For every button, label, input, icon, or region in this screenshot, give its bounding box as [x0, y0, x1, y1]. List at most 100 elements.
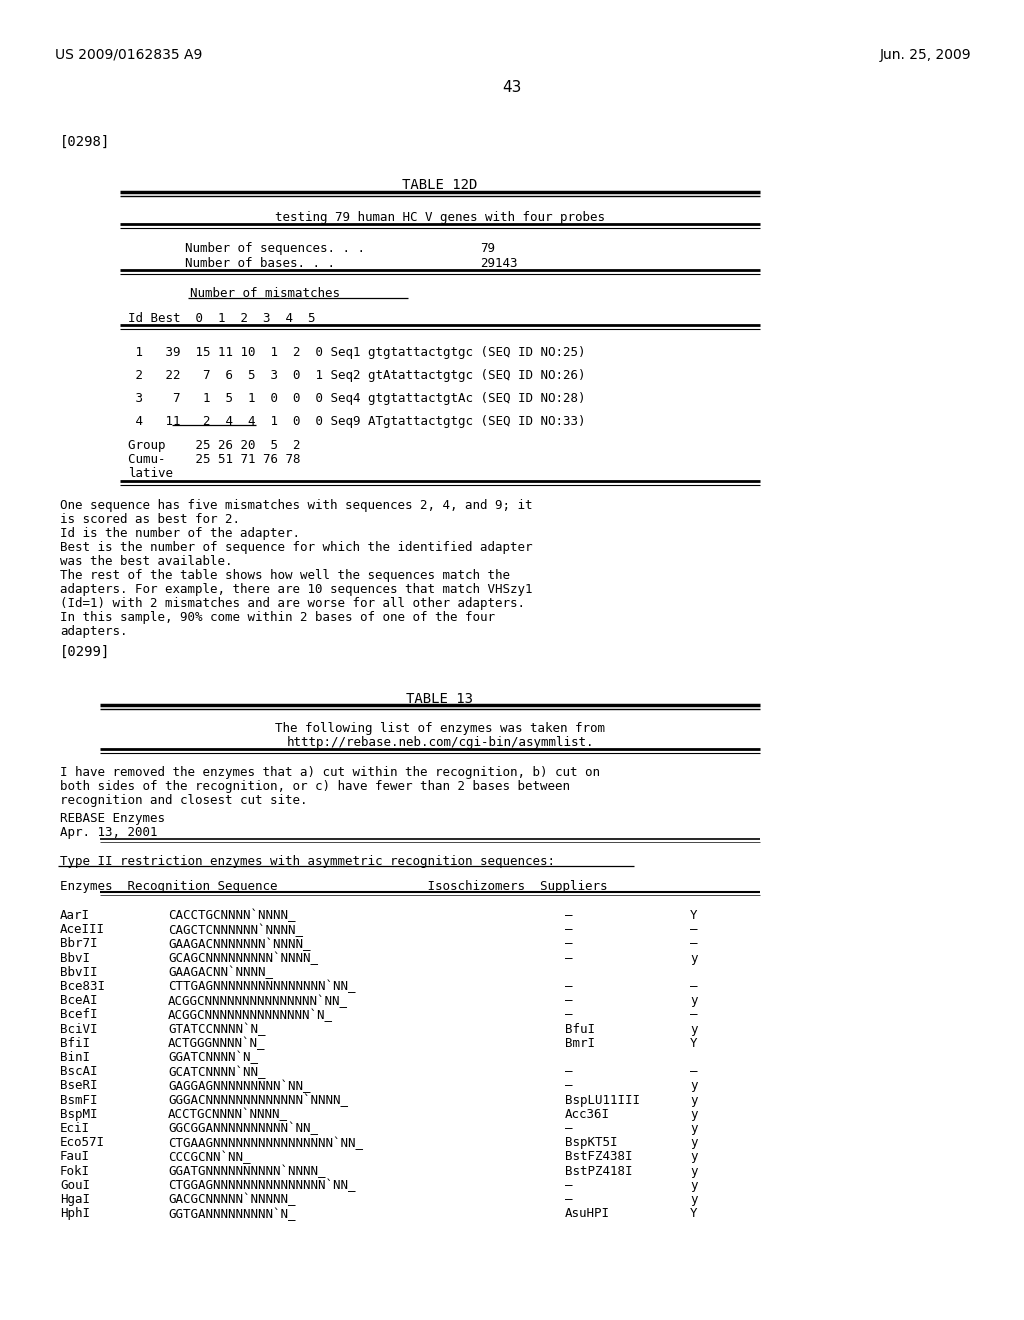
Text: –: – — [565, 1122, 572, 1135]
Text: y: y — [690, 994, 697, 1007]
Text: BspMI: BspMI — [60, 1107, 97, 1121]
Text: CTTGAGNNNNNNNNNNNNNNN`NN_: CTTGAGNNNNNNNNNNNNNNN`NN_ — [168, 979, 355, 994]
Text: Number of bases. . .: Number of bases. . . — [185, 257, 335, 271]
Text: 79: 79 — [480, 242, 495, 255]
Text: GACGCNNNNN`NNNNN_: GACGCNNNNN`NNNNN_ — [168, 1193, 296, 1206]
Text: CAGCTCNNNNNN`NNNN_: CAGCTCNNNNNN`NNNN_ — [168, 923, 303, 937]
Text: TABLE 13: TABLE 13 — [407, 692, 473, 706]
Text: Id is the number of the adapter.: Id is the number of the adapter. — [60, 527, 300, 540]
Text: CACCTGCNNNN`NNNN_: CACCTGCNNNN`NNNN_ — [168, 909, 296, 923]
Text: GAAGACNN`NNNN_: GAAGACNN`NNNN_ — [168, 966, 273, 979]
Text: –: – — [565, 923, 572, 936]
Text: BstFZ438I: BstFZ438I — [565, 1151, 633, 1163]
Text: Y: Y — [690, 909, 697, 921]
Text: One sequence has five mismatches with sequences 2, 4, and 9; it: One sequence has five mismatches with se… — [60, 499, 532, 512]
Text: The rest of the table shows how well the sequences match the: The rest of the table shows how well the… — [60, 569, 510, 582]
Text: y: y — [690, 1193, 697, 1206]
Text: y: y — [690, 1151, 697, 1163]
Text: Y: Y — [690, 1208, 697, 1220]
Text: Jun. 25, 2009: Jun. 25, 2009 — [880, 48, 972, 62]
Text: BcefI: BcefI — [60, 1008, 97, 1022]
Text: y: y — [690, 1023, 697, 1036]
Text: The following list of enzymes was taken from: The following list of enzymes was taken … — [275, 722, 605, 735]
Text: GGATCNNNN`N_: GGATCNNNN`N_ — [168, 1051, 258, 1064]
Text: BinI: BinI — [60, 1051, 90, 1064]
Text: Number of mismatches: Number of mismatches — [190, 286, 340, 300]
Text: Bce83I: Bce83I — [60, 979, 105, 993]
Text: –: – — [565, 1008, 572, 1022]
Text: GouI: GouI — [60, 1179, 90, 1192]
Text: both sides of the recognition, or c) have fewer than 2 bases between: both sides of the recognition, or c) hav… — [60, 780, 570, 793]
Text: y: y — [690, 952, 697, 965]
Text: GGGACNNNNNNNNNNNNN`NNNN_: GGGACNNNNNNNNNNNNN`NNNN_ — [168, 1093, 348, 1107]
Text: CCCGCNN`NN_: CCCGCNN`NN_ — [168, 1151, 251, 1164]
Text: 4   11   2  4  4  1  0  0 Seq9 ATgtattactgtgc (SEQ ID NO:33): 4 11 2 4 4 1 0 0 Seq9 ATgtattactgtgc (SE… — [128, 414, 586, 428]
Text: BciVI: BciVI — [60, 1023, 97, 1036]
Text: Y: Y — [690, 1036, 697, 1049]
Text: ACGGCNNNNNNNNNNNNNN`N_: ACGGCNNNNNNNNNNNNNN`N_ — [168, 1008, 333, 1022]
Text: –: – — [565, 994, 572, 1007]
Text: FauI: FauI — [60, 1151, 90, 1163]
Text: lative: lative — [128, 467, 173, 480]
Text: 29143: 29143 — [480, 257, 517, 271]
Text: adapters. For example, there are 10 sequences that match VHSzy1: adapters. For example, there are 10 sequ… — [60, 583, 532, 597]
Text: GGTGANNNNNNNNN`N_: GGTGANNNNNNNNN`N_ — [168, 1208, 296, 1221]
Text: GTATCCNNNN`N_: GTATCCNNNN`N_ — [168, 1023, 265, 1036]
Text: BfuI: BfuI — [565, 1023, 595, 1036]
Text: ACTGGGNNNN`N_: ACTGGGNNNN`N_ — [168, 1036, 265, 1051]
Text: Type II restriction enzymes with asymmetric recognition sequences:: Type II restriction enzymes with asymmet… — [60, 855, 555, 869]
Text: –: – — [690, 979, 697, 993]
Text: –: – — [690, 923, 697, 936]
Text: BsmFI: BsmFI — [60, 1093, 97, 1106]
Text: testing 79 human HC V genes with four probes: testing 79 human HC V genes with four pr… — [275, 211, 605, 224]
Text: 1   39  15 11 10  1  2  0 Seq1 gtgtattactgtgc (SEQ ID NO:25): 1 39 15 11 10 1 2 0 Seq1 gtgtattactgtgc … — [128, 346, 586, 359]
Text: GCATCNNNN`NN_: GCATCNNNN`NN_ — [168, 1065, 265, 1078]
Text: GAAGACNNNNNNN`NNNN_: GAAGACNNNNNNN`NNNN_ — [168, 937, 310, 950]
Text: AarI: AarI — [60, 909, 90, 921]
Text: –: – — [565, 1193, 572, 1206]
Text: is scored as best for 2.: is scored as best for 2. — [60, 513, 240, 525]
Text: TABLE 12D: TABLE 12D — [402, 178, 477, 191]
Text: (Id=1) with 2 mismatches and are worse for all other adapters.: (Id=1) with 2 mismatches and are worse f… — [60, 597, 525, 610]
Text: US 2009/0162835 A9: US 2009/0162835 A9 — [55, 48, 203, 62]
Text: EciI: EciI — [60, 1122, 90, 1135]
Text: REBASE Enzymes: REBASE Enzymes — [60, 812, 165, 825]
Text: –: – — [565, 909, 572, 921]
Text: ACGGCNNNNNNNNNNNNNNN`NN_: ACGGCNNNNNNNNNNNNNNN`NN_ — [168, 994, 348, 1007]
Text: y: y — [690, 1107, 697, 1121]
Text: –: – — [565, 979, 572, 993]
Text: CTGGAGNNNNNNNNNNNNNNN`NN_: CTGGAGNNNNNNNNNNNNNNN`NN_ — [168, 1179, 355, 1192]
Text: –: – — [565, 1179, 572, 1192]
Text: BbvII: BbvII — [60, 966, 97, 979]
Text: AsuHPI: AsuHPI — [565, 1208, 610, 1220]
Text: –: – — [690, 1008, 697, 1022]
Text: ACCTGCNNNN`NNNN_: ACCTGCNNNN`NNNN_ — [168, 1107, 288, 1121]
Text: CTGAAGNNNNNNNNNNNNNNNN`NN_: CTGAAGNNNNNNNNNNNNNNNN`NN_ — [168, 1137, 362, 1150]
Text: BscAI: BscAI — [60, 1065, 97, 1078]
Text: 3    7   1  5  1  0  0  0 Seq4 gtgtattactgtAc (SEQ ID NO:28): 3 7 1 5 1 0 0 0 Seq4 gtgtattactgtAc (SEQ… — [128, 392, 586, 405]
Text: y: y — [690, 1137, 697, 1150]
Text: Eco57I: Eco57I — [60, 1137, 105, 1150]
Text: HphI: HphI — [60, 1208, 90, 1220]
Text: AceIII: AceIII — [60, 923, 105, 936]
Text: BspLU11III: BspLU11III — [565, 1093, 640, 1106]
Text: In this sample, 90% come within 2 bases of one of the four: In this sample, 90% come within 2 bases … — [60, 611, 495, 624]
Text: Apr. 13, 2001: Apr. 13, 2001 — [60, 826, 158, 840]
Text: BmrI: BmrI — [565, 1036, 595, 1049]
Text: –: – — [565, 1065, 572, 1078]
Text: –: – — [690, 937, 697, 950]
Text: was the best available.: was the best available. — [60, 554, 232, 568]
Text: GGCGGANNNNNNNNNN`NN_: GGCGGANNNNNNNNNN`NN_ — [168, 1122, 318, 1135]
Text: –: – — [565, 952, 572, 965]
Text: GCAGCNNNNNNNNN`NNNN_: GCAGCNNNNNNNNN`NNNN_ — [168, 952, 318, 965]
Text: Enzymes  Recognition Sequence                    Isoschizomers  Suppliers: Enzymes Recognition Sequence Isoschizome… — [60, 880, 607, 894]
Text: –: – — [690, 1065, 697, 1078]
Text: y: y — [690, 1093, 697, 1106]
Text: Id Best  0  1  2  3  4  5: Id Best 0 1 2 3 4 5 — [128, 312, 315, 325]
Text: [0299]: [0299] — [60, 645, 111, 659]
Text: –: – — [565, 937, 572, 950]
Text: BfiI: BfiI — [60, 1036, 90, 1049]
Text: BceAI: BceAI — [60, 994, 97, 1007]
Text: BstPZ418I: BstPZ418I — [565, 1164, 633, 1177]
Text: BbvI: BbvI — [60, 952, 90, 965]
